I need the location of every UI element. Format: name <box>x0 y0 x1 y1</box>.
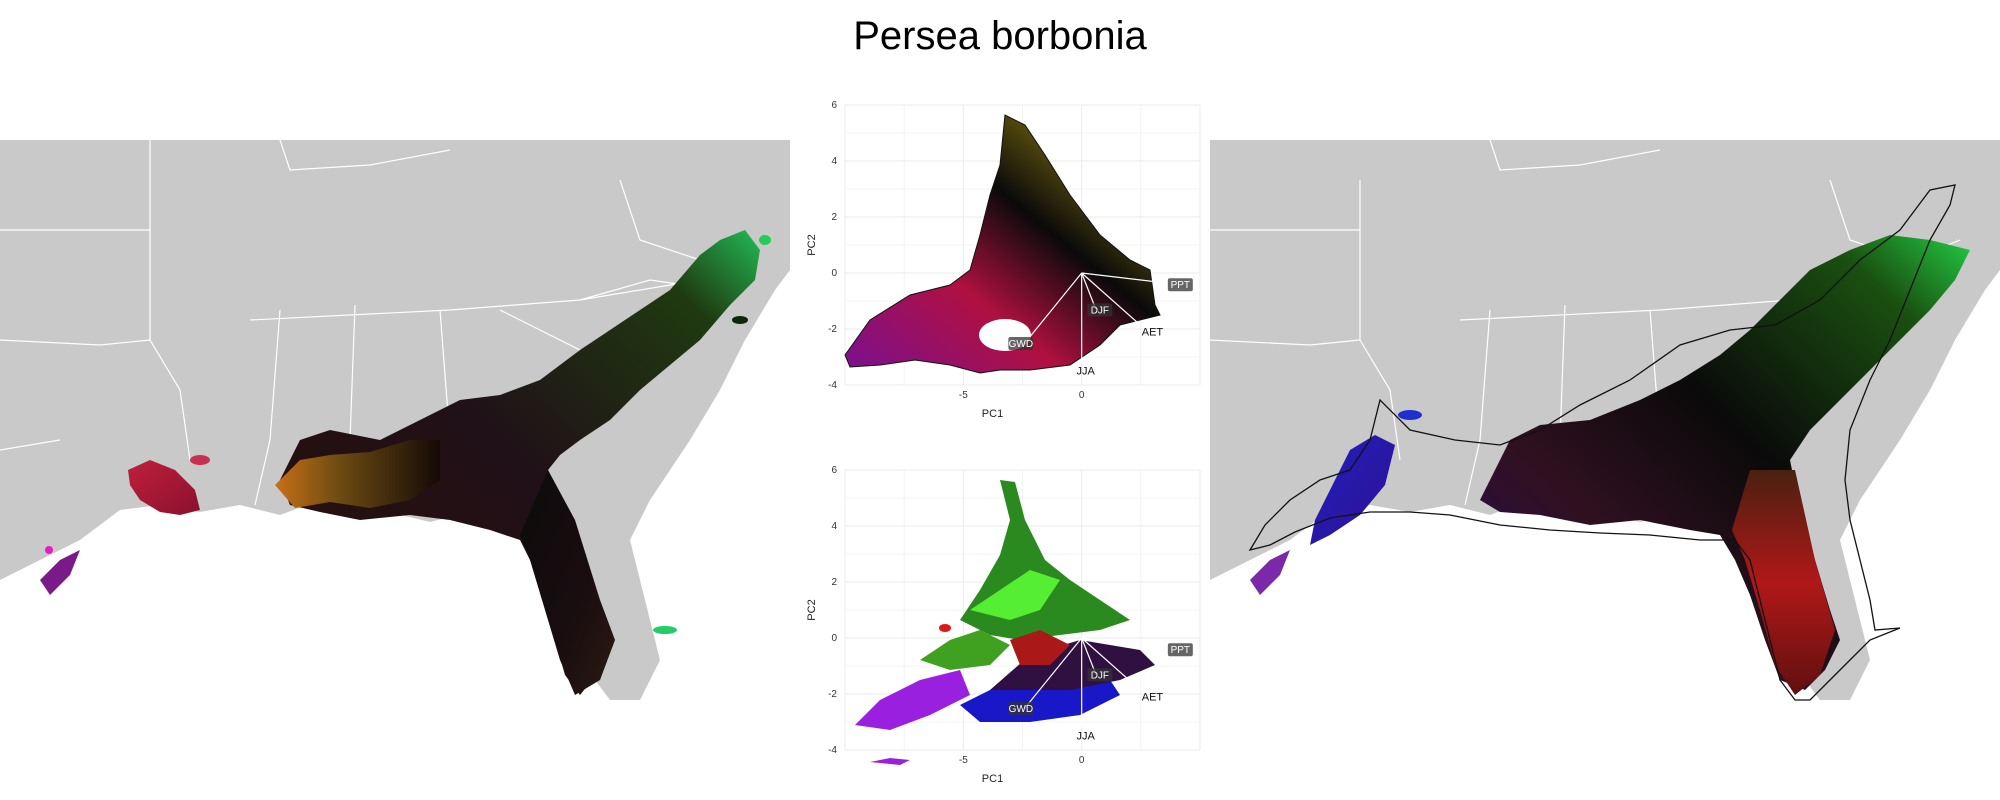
pca-vector-label: JJA <box>1076 731 1095 743</box>
pca-vector-ppt <box>1081 637 1177 650</box>
water-body <box>0 270 790 735</box>
pca-vectors: PPT DJF AET GWD JJA <box>1008 637 1193 743</box>
x-tick-label: -5 <box>959 755 968 766</box>
pca-vector-label: AET <box>1142 326 1164 338</box>
y-tick-label: -2 <box>828 324 837 335</box>
pca-top-svg: PPT DJF AET GWD JJA -4 -2 0 2 4 6 -5 0 PC1 PC2 <box>806 100 1201 420</box>
pca-bottom-svg: PPT DJF AET GWD JJA -4 -2 0 2 4 6 -5 0 PC1 PC2 <box>806 465 1201 785</box>
pca-vector-label-box <box>1087 303 1113 317</box>
figure-title: Persea borbonia <box>853 14 1147 58</box>
x-tick-label: 0 <box>1079 390 1085 401</box>
y-tick-label: -4 <box>828 380 837 391</box>
pca-axes: -4 -2 0 2 4 6 -5 0 PC1 PC2 <box>806 100 1085 420</box>
pca-vector-aet <box>1081 637 1139 689</box>
y-tick-label: 6 <box>831 465 837 476</box>
y-tick-label: 2 <box>831 577 837 588</box>
pca-vector-djf <box>1081 637 1097 675</box>
pca-vector-label: JJA <box>1076 366 1095 378</box>
pca-vector-label: AET <box>1142 691 1164 703</box>
pca-vector-label: PPT <box>1171 280 1190 291</box>
species-range-main <box>280 230 760 695</box>
hull-outline <box>1248 184 1956 701</box>
species-range-florida <box>520 470 615 695</box>
pca-vectors: PPT DJF AET GWD JJA <box>1008 272 1193 378</box>
species-patch <box>45 546 53 554</box>
pca-vector-label: GWD <box>1009 339 1033 350</box>
right-map-svg <box>1210 140 2000 735</box>
pca-vector-gwd <box>1024 272 1083 344</box>
y-tick-label: 2 <box>831 212 837 223</box>
water-body <box>1210 270 2000 735</box>
pca-vector-label-box <box>1167 643 1193 657</box>
left-map-svg <box>0 140 790 735</box>
species-patch <box>732 316 748 324</box>
pca-point-cloud <box>855 480 1155 765</box>
pca-vector-djf <box>1081 272 1097 310</box>
species-range-texas-inland <box>128 460 200 515</box>
pca-vector-label-box <box>1087 668 1113 682</box>
pca-vector-gwd <box>1024 637 1083 709</box>
species-range-main <box>1480 235 1970 690</box>
y-axis-label: PC2 <box>806 599 818 620</box>
pca-vector-label-box <box>1008 337 1034 350</box>
species-range-texas-coast <box>1250 550 1290 595</box>
x-axis-label: PC1 <box>982 408 1003 420</box>
species-patch <box>759 235 771 245</box>
pca-vector-label: GWD <box>1009 704 1033 715</box>
pca-vector-label: PPT <box>1171 645 1190 656</box>
pca-vector-label-box <box>1167 278 1193 292</box>
pca-axes: -4 -2 0 2 4 6 -5 0 PC1 PC2 <box>806 465 1085 785</box>
species-patch <box>190 455 210 465</box>
pca-vector-label: DJF <box>1091 670 1109 681</box>
y-axis-label: PC2 <box>806 234 818 255</box>
species-range-gulf <box>275 440 440 508</box>
species-patch <box>653 626 677 634</box>
left-species-map <box>0 140 790 735</box>
pca-vector-label-box <box>1008 702 1034 715</box>
x-tick-label: 0 <box>1079 755 1085 766</box>
pca-plot-bottom: PPT DJF AET GWD JJA -4 -2 0 2 4 6 -5 0 PC1 PC2 <box>800 460 1210 785</box>
y-tick-label: 4 <box>831 156 837 167</box>
y-tick-label: 6 <box>831 100 837 111</box>
x-tick-label: -5 <box>959 390 968 401</box>
y-tick-label: -4 <box>828 745 837 756</box>
pca-vector-label: DJF <box>1091 305 1109 316</box>
species-range-florida <box>1732 470 1835 695</box>
species-patch <box>1398 410 1422 420</box>
y-tick-label: -2 <box>828 689 837 700</box>
y-tick-label: 4 <box>831 521 837 532</box>
y-tick-label: 0 <box>831 268 837 279</box>
species-range-texas-coast <box>40 550 80 595</box>
right-species-map <box>1210 140 2000 735</box>
pca-vector-aet <box>1081 272 1139 324</box>
pca-plot-top: PPT DJF AET GWD JJA -4 -2 0 2 4 6 -5 0 PC1 PC2 <box>800 95 1210 420</box>
x-axis-label: PC1 <box>982 773 1003 785</box>
y-tick-label: 0 <box>831 633 837 644</box>
pca-vector-ppt <box>1081 272 1177 285</box>
